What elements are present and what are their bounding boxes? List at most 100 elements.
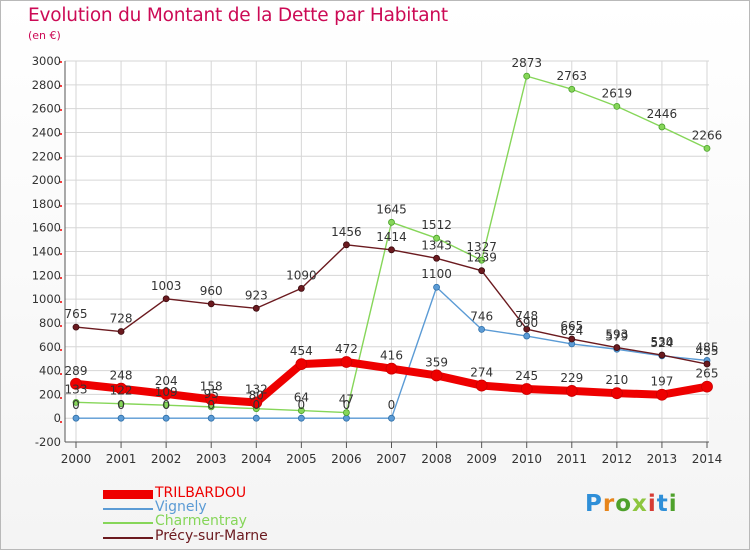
logo-letter: o <box>615 491 633 517</box>
chart-unit: (en €) <box>28 29 61 42</box>
data-point <box>520 383 533 395</box>
data-point <box>385 362 398 375</box>
legend-label: TRILBARDOU <box>155 485 247 501</box>
data-label: 593 <box>605 328 628 342</box>
data-label: 472 <box>335 342 358 356</box>
logo-letter: r <box>602 491 616 517</box>
data-label: 0 <box>343 398 351 412</box>
data-point <box>568 85 576 93</box>
data-label: 158 <box>200 379 223 393</box>
data-label: 748 <box>515 309 538 323</box>
data-label: 2873 <box>511 56 542 70</box>
data-label: 416 <box>380 349 403 363</box>
data-point <box>388 218 395 226</box>
data-label: 1100 <box>421 267 452 281</box>
data-point <box>613 344 621 351</box>
x-tick-label: 2005 <box>286 452 317 466</box>
data-label: 455 <box>696 344 719 358</box>
data-point <box>343 409 350 416</box>
data-label: 359 <box>425 355 448 369</box>
y-tick-label: 1000 <box>32 292 61 306</box>
data-point <box>297 407 305 414</box>
data-point <box>160 387 173 400</box>
data-point <box>478 325 486 333</box>
data-label: 1645 <box>376 202 407 216</box>
chart-title: Evolution du Montant de la Dette par Hab… <box>28 5 448 26</box>
data-point <box>475 379 488 392</box>
y-tick-label: 400 <box>39 364 61 378</box>
x-tick-label: 2004 <box>241 452 272 466</box>
data-point <box>207 414 215 422</box>
data-label: 1239 <box>466 251 497 265</box>
data-label: 245 <box>515 369 538 383</box>
y-tick-label: 2600 <box>32 102 61 116</box>
logo-letter: i <box>647 491 657 517</box>
legend-label: Charmentray <box>155 513 247 529</box>
data-label: 1003 <box>151 279 182 293</box>
data-label: 1343 <box>421 238 452 252</box>
data-point <box>72 323 80 331</box>
data-label: 47 <box>339 393 354 407</box>
data-point <box>703 360 711 368</box>
data-point <box>478 256 486 264</box>
data-label: 923 <box>245 288 268 302</box>
legend-swatch <box>103 537 153 539</box>
data-point <box>388 414 395 422</box>
data-point <box>610 387 623 400</box>
x-tick-label: 2001 <box>106 452 137 466</box>
data-label: 0 <box>162 398 170 412</box>
logo-letter: i <box>668 491 678 517</box>
data-point <box>613 102 621 110</box>
data-point <box>250 396 263 409</box>
data-label: 0 <box>207 398 215 412</box>
y-tick-label: 800 <box>39 316 61 330</box>
data-point <box>72 398 80 406</box>
data-point <box>658 123 666 131</box>
y-tick-label: 1600 <box>32 221 61 235</box>
x-tick-label: 2007 <box>376 452 407 466</box>
data-label: 1512 <box>421 218 452 232</box>
y-tick-label: 2400 <box>32 125 61 139</box>
x-tick-label: 2010 <box>511 452 542 466</box>
data-point <box>295 358 308 371</box>
data-label: 960 <box>200 284 223 298</box>
data-label: 2446 <box>647 107 678 121</box>
data-label: 265 <box>696 367 719 381</box>
data-point <box>343 241 350 249</box>
x-tick-label: 2012 <box>602 452 633 466</box>
y-tick-label: 1200 <box>32 268 61 282</box>
data-point <box>568 335 576 343</box>
x-tick-label: 2003 <box>196 452 227 466</box>
data-label: 2619 <box>602 86 633 100</box>
data-label: 2763 <box>557 69 588 83</box>
data-label: 1414 <box>376 230 407 244</box>
data-point <box>70 377 82 390</box>
data-label: 95 <box>204 387 219 401</box>
data-label: 454 <box>290 344 313 358</box>
data-point <box>205 393 218 406</box>
data-label: 1090 <box>286 268 317 282</box>
data-point <box>297 285 305 292</box>
data-label: 690 <box>515 316 538 330</box>
data-label: 0 <box>298 398 306 412</box>
data-point <box>340 356 353 368</box>
data-label: 746 <box>470 309 493 323</box>
data-label: 524 <box>650 336 673 350</box>
data-point <box>701 380 713 393</box>
data-point <box>207 300 215 308</box>
x-tick-label: 2009 <box>466 452 497 466</box>
data-point <box>523 332 531 340</box>
logo-letter: P <box>585 491 603 517</box>
data-label: 274 <box>470 366 493 380</box>
logo-letter: t <box>656 491 669 517</box>
x-tick-label: 2006 <box>331 452 362 466</box>
y-tick-label: 600 <box>39 340 61 354</box>
data-label: 728 <box>110 312 133 326</box>
data-label: 0 <box>252 398 260 412</box>
data-label: 530 <box>650 335 673 349</box>
x-tick-label: 2013 <box>647 452 678 466</box>
data-label: 122 <box>110 384 133 398</box>
data-point <box>117 328 125 335</box>
data-label: 64 <box>294 391 309 405</box>
